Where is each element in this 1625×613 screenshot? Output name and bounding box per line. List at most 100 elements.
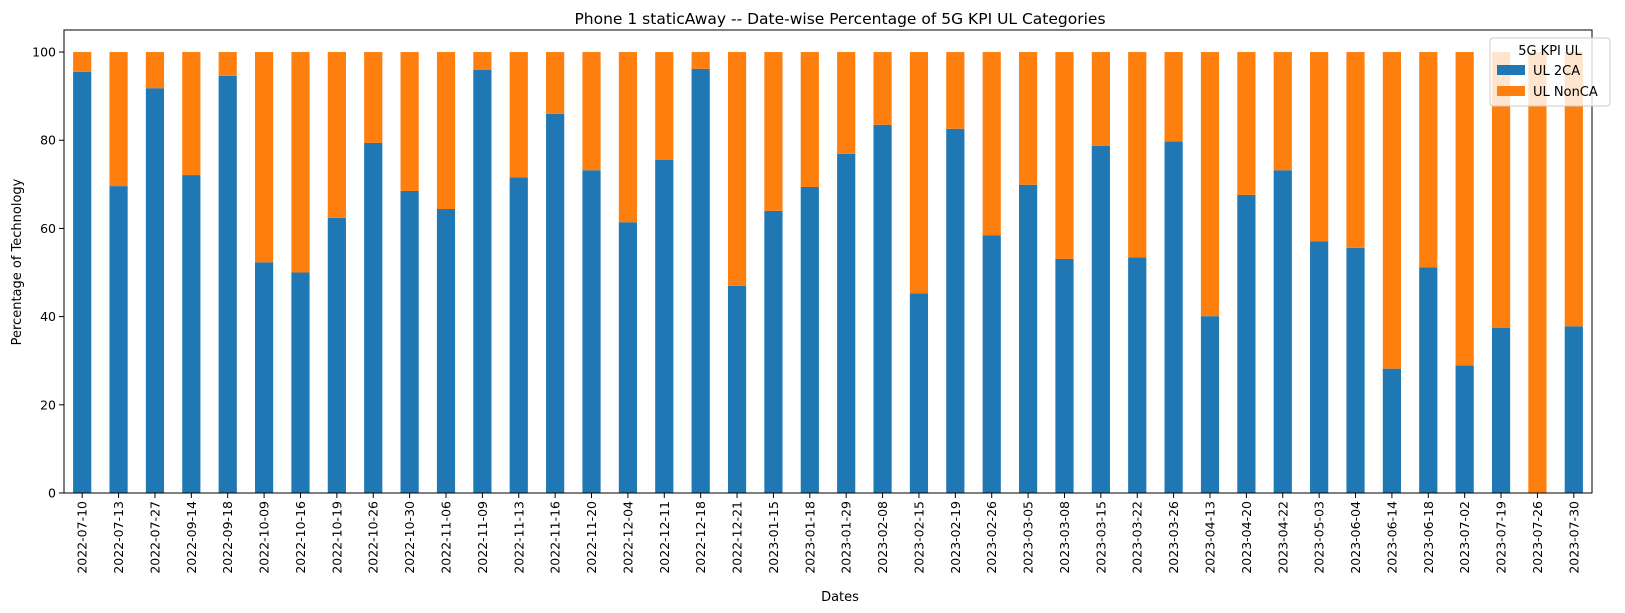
bar-ul-2ca-2022-11-09 (473, 69, 492, 493)
x-tick-label: 2023-02-08 (875, 501, 890, 574)
x-tick-label: 2022-10-16 (293, 501, 308, 574)
bar-ul-2ca-2022-07-27 (145, 88, 165, 493)
x-tick-label: 2022-07-27 (147, 501, 162, 574)
bar-ul-2ca-2022-11-20 (582, 170, 601, 494)
bar-ul-2ca-2022-11-13 (509, 177, 528, 494)
x-tick-label: 2022-10-26 (366, 501, 381, 574)
x-tick-label: 2023-07-30 (1566, 501, 1581, 574)
x-tick-label: 2022-09-18 (220, 501, 235, 574)
x-tick-label: 2022-11-09 (475, 501, 490, 574)
bar-ul-2ca-2023-06-04 (1346, 247, 1365, 493)
bar-ul-nonca-2023-01-18 (800, 52, 819, 187)
bar-ul-nonca-2022-09-18 (218, 52, 237, 76)
bar-ul-nonca-2023-07-02 (1455, 52, 1474, 366)
x-tick-label: 2022-10-19 (329, 501, 344, 574)
x-tick-label: 2023-07-02 (1457, 501, 1472, 574)
x-tick-label: 2022-12-21 (730, 501, 745, 574)
bar-ul-nonca-2023-02-26 (982, 52, 1001, 236)
bar-ul-2ca-2022-12-21 (727, 285, 747, 493)
bar-ul-2ca-2023-06-18 (1419, 267, 1438, 493)
x-tick-label: 2023-02-26 (984, 501, 999, 574)
x-tick-label: 2023-05-03 (1312, 501, 1327, 574)
bar-ul-nonca-2023-03-05 (1019, 52, 1038, 185)
plot-frame (63, 29, 1593, 494)
bar-ul-2ca-2023-01-15 (764, 210, 783, 494)
bar-ul-nonca-2022-11-16 (546, 52, 565, 114)
bar-ul-nonca-2023-04-22 (1273, 52, 1292, 171)
bar-ul-nonca-2022-07-10 (73, 52, 92, 72)
bar-ul-2ca-2023-02-26 (982, 235, 1001, 493)
bar-ul-2ca-2023-03-05 (1019, 184, 1038, 493)
x-tick-label: 2022-09-14 (184, 501, 199, 574)
bar-ul-2ca-2023-03-26 (1164, 141, 1183, 493)
x-tick-label: 2023-07-26 (1530, 501, 1545, 574)
x-tick-label: 2023-06-04 (1348, 501, 1363, 574)
bar-ul-2ca-2023-07-02 (1455, 365, 1474, 493)
x-tick-label: 2023-01-18 (802, 501, 817, 574)
bar-ul-2ca-2022-12-18 (691, 68, 710, 494)
bar-ul-nonca-2022-10-09 (255, 52, 274, 263)
bar-ul-2ca-2023-04-20 (1237, 194, 1256, 493)
bar-ul-nonca-2023-01-29 (837, 52, 856, 154)
bar-ul-2ca-2023-04-22 (1273, 170, 1292, 494)
x-tick-label: 2023-01-29 (839, 501, 854, 574)
x-tick-label: 2023-06-18 (1421, 501, 1436, 574)
x-tick-label: 2022-11-20 (584, 501, 599, 574)
bar-ul-nonca-2022-11-09 (473, 52, 492, 70)
bar-ul-nonca-2022-11-06 (436, 52, 456, 210)
bar-ul-nonca-2023-07-26 (1528, 52, 1547, 494)
bar-ul-2ca-2022-07-10 (73, 71, 92, 493)
x-tick-label: 2022-10-09 (257, 501, 272, 574)
x-axis: 2022-07-10 2022-07-13 2022-07-27 2022-09-14… (75, 493, 1581, 574)
bar-ul-2ca-2023-02-19 (946, 128, 965, 494)
bar-ul-nonca-2022-12-04 (618, 52, 637, 223)
bar-ul-2ca-2022-11-16 (546, 113, 565, 494)
x-tick-label: 2023-02-15 (911, 501, 926, 574)
bar-ul-nonca-2022-07-13 (109, 52, 128, 187)
bar-ul-nonca-2023-03-08 (1055, 52, 1074, 259)
x-tick-label: 2023-04-20 (1239, 501, 1254, 574)
x-tick-label: 2022-07-10 (75, 501, 90, 574)
x-tick-label: 2023-02-19 (948, 501, 963, 574)
bar-ul-2ca-2023-02-15 (909, 293, 929, 493)
x-tick-label: 2022-10-30 (402, 501, 417, 574)
bar-ul-nonca-2023-07-19 (1491, 52, 1511, 328)
x-tick-label: 2022-07-13 (111, 501, 126, 574)
bar-ul-nonca-2023-03-15 (1091, 52, 1110, 146)
x-tick-label: 2023-03-05 (1021, 501, 1036, 574)
bar-ul-nonca-2023-02-15 (909, 52, 929, 294)
x-tick-label: 2023-06-14 (1384, 501, 1399, 574)
legend: 5G KPI UL UL 2CA UL NonCA (1489, 37, 1611, 107)
bar-ul-nonca-2022-12-11 (655, 52, 674, 160)
x-tick-label: 2022-11-16 (548, 501, 563, 574)
y-tick-label: 0 (48, 486, 56, 501)
bar-ul-2ca-2023-03-22 (1128, 257, 1147, 493)
y-axis-title: Percentage of Technology (10, 178, 25, 345)
x-tick-label: 2023-03-22 (1130, 501, 1145, 574)
bars-group (73, 52, 1583, 494)
x-tick-label: 2022-12-04 (620, 501, 635, 574)
bar-ul-nonca-2023-05-03 (1310, 52, 1329, 242)
x-tick-label: 2022-11-13 (511, 501, 526, 574)
bar-ul-nonca-2022-09-14 (182, 52, 201, 176)
bar-ul-nonca-2023-06-18 (1419, 52, 1438, 268)
bar-ul-nonca-2023-03-22 (1128, 52, 1147, 258)
bar-ul-2ca-2022-10-19 (327, 217, 346, 494)
bar-ul-2ca-2022-09-18 (218, 75, 237, 494)
y-tick-label: 80 (40, 133, 56, 148)
bar-ul-nonca-2023-01-15 (764, 52, 783, 211)
bar-ul-nonca-2023-06-04 (1346, 52, 1365, 248)
bar-ul-2ca-2023-07-19 (1491, 327, 1511, 493)
bar-ul-nonca-2022-10-30 (400, 52, 419, 191)
bar-ul-2ca-2023-07-30 (1564, 326, 1583, 493)
bar-ul-nonca-2023-02-08 (873, 52, 892, 125)
bar-ul-2ca-2023-03-08 (1055, 258, 1074, 493)
bar-ul-2ca-2023-03-15 (1091, 145, 1110, 494)
chart-title: Phone 1 staticAway -- Date-wise Percenta… (574, 10, 1105, 28)
bar-ul-2ca-2023-01-29 (837, 153, 856, 493)
bar-ul-nonca-2023-03-26 (1164, 52, 1183, 142)
bar-ul-nonca-2022-11-13 (509, 52, 528, 178)
legend-label-ul-nonca: UL NonCA (1533, 85, 1598, 100)
bar-ul-2ca-2022-09-14 (182, 175, 201, 493)
